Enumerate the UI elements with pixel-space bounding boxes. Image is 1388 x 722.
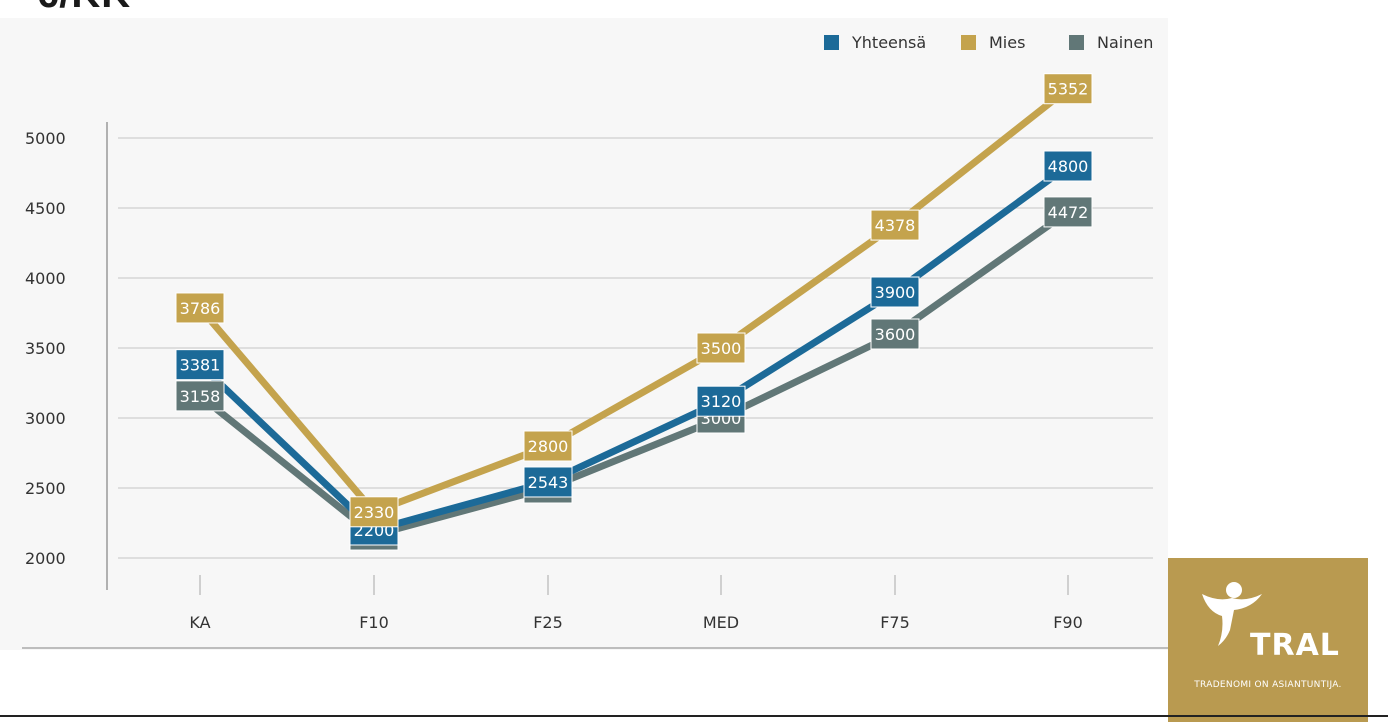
data-label-text: 5352 [1048,80,1089,99]
data-label-box [523,466,573,498]
data-label-box [870,276,920,308]
data-label-box [870,318,920,350]
logo-brand: TRAL [1250,628,1340,663]
data-label-text: 3120 [701,392,742,411]
data-label-text: 3381 [180,356,221,375]
data-label-box [175,349,225,381]
series-line-nainen [196,208,1072,539]
x-tick-label: F90 [1053,613,1083,632]
legend-swatch [824,35,839,50]
data-label: 3786 [175,292,225,324]
data-label-box [1043,196,1093,228]
data-label: 2800 [523,430,573,462]
data-label: 4472 [1043,196,1093,228]
data-label-box [1043,150,1093,182]
x-tick-label: MED [703,613,739,632]
legend-label: Yhteensä [851,33,926,52]
legend: Yhteensä Mies Nainen [824,33,1153,52]
data-label-box [696,385,746,417]
data-label: 3381 [175,349,225,381]
x-tick-label: F10 [359,613,389,632]
data-label: 4378 [870,209,920,241]
data-label-text: 4800 [1048,157,1089,176]
data-label-text: 2800 [528,437,569,456]
data-label-box [523,430,573,462]
y-tick-label: 5000 [25,129,66,148]
axis-layer: 2000 2500 3000 3500 4000 4500 5000 KA F10 F25 MED F… [22,122,1168,649]
data-label: 2543 [523,466,573,498]
data-label-box [175,380,225,412]
data-label-text: 3158 [180,387,221,406]
series-line-mies [196,85,1072,516]
data-label-text: 4472 [1048,203,1089,222]
data-label: 5352 [1043,73,1093,105]
data-label-text: 2543 [528,473,569,492]
data-label-text: 2330 [354,503,395,522]
y-tick-label: 2000 [25,549,66,568]
data-label-box [175,292,225,324]
data-label: 3120 [696,385,746,417]
data-label-text: 3900 [875,283,916,302]
data-label-text: 4378 [875,216,916,235]
data-label: 3158 [175,380,225,412]
data-label-text: 3500 [701,339,742,358]
data-label-box [870,209,920,241]
series-layer [196,85,1072,539]
y-tick-label: 3500 [25,339,66,358]
grid-layer [118,137,1153,559]
data-label: 2330 [349,496,399,528]
data-label: 4800 [1043,150,1093,182]
chart-panel [0,18,1168,650]
y-tick-label: 2500 [25,479,66,498]
data-label: 3500 [696,332,746,364]
data-label-text: 3786 [180,299,221,318]
y-tick-label: 4000 [25,269,66,288]
tral-figure-icon [1202,582,1262,646]
series-line-yhteensä [196,162,1072,534]
data-label-box [349,496,399,528]
legend-label: Nainen [1097,33,1153,52]
bottom-divider [0,715,1388,717]
x-tick-label: F25 [533,613,563,632]
tral-logo-box [1168,558,1368,722]
legend-swatch [961,35,976,50]
x-tick-label: KA [189,613,210,632]
data-label-box [696,332,746,364]
logo-tagline: TRADENOMI ON ASIANTUNTIJA. [1194,680,1342,690]
y-tick-label: 4500 [25,199,66,218]
data-label-box [1043,73,1093,105]
legend-label: Mies [989,33,1025,52]
y-tick-label: 3000 [25,409,66,428]
data-label: 3900 [870,276,920,308]
data-label-text: 3600 [875,325,916,344]
data-label: 3600 [870,318,920,350]
data-label-layer: 3158216425003000360044723381220025433120… [175,73,1093,551]
legend-swatch [1069,35,1084,50]
slide-title-fragment: €/KK [36,0,131,17]
x-tick-label: F75 [880,613,910,632]
